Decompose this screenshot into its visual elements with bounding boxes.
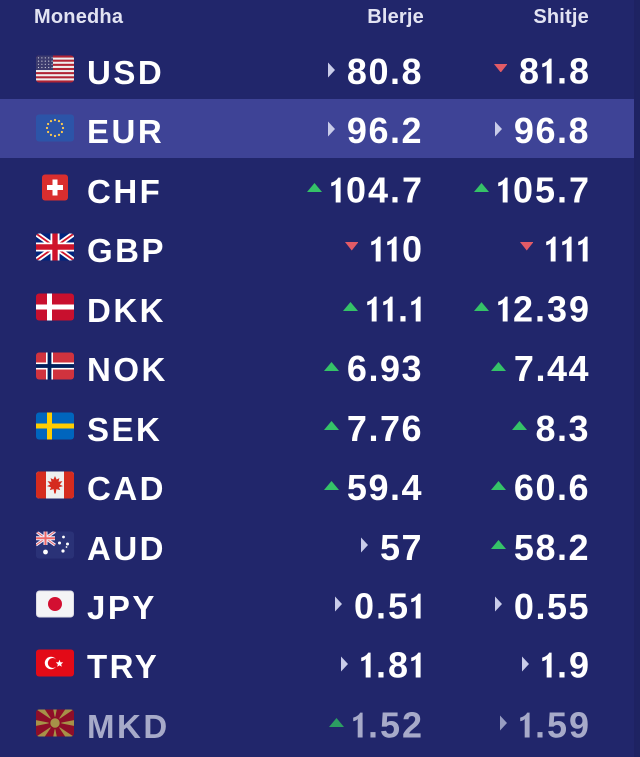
- svg-text:.8: .8: [376, 652, 408, 678]
- svg-text:8: 8: [519, 58, 539, 84]
- svg-text:.: .: [398, 296, 408, 322]
- svg-text:.9: .9: [557, 652, 589, 678]
- svg-text:05.7: 05.7: [513, 177, 589, 203]
- svg-text:2.39: 2.39: [513, 296, 589, 322]
- svg-text:04.7: 04.7: [346, 177, 422, 203]
- svg-text:0.5: 0.5: [354, 593, 408, 619]
- svg-text:.59: .59: [535, 712, 589, 738]
- svg-text:.52: .52: [368, 712, 422, 738]
- svg-text:0: 0: [402, 236, 422, 262]
- svg-text:.8: .8: [557, 58, 589, 84]
